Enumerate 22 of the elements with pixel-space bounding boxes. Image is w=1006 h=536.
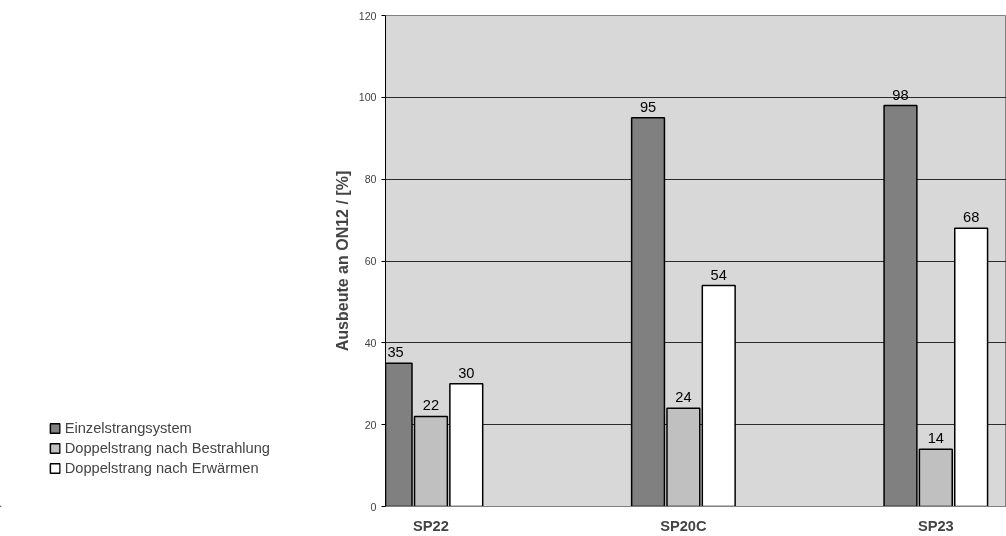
- y-tick-label: 100: [358, 91, 377, 104]
- x-tick-label: SP20C: [660, 517, 708, 534]
- y-tick-label: 80: [364, 173, 377, 186]
- data-label: 35: [387, 344, 404, 361]
- data-label: 68: [963, 209, 980, 226]
- y-tick-label: 40: [364, 336, 377, 349]
- legend-label: Einzelstrangsystem: [64, 420, 192, 436]
- y-axis-title: Ausbeute an ON12 / [%]: [333, 170, 351, 352]
- y-tick-label: 20: [364, 418, 377, 431]
- data-label: 95: [639, 98, 657, 115]
- x-tick-label: SP22: [413, 517, 449, 534]
- data-label: 14: [927, 430, 944, 447]
- data-label: 24: [675, 389, 692, 406]
- y-tick-label: 120: [358, 9, 377, 22]
- x-tick-label: SP23: [917, 517, 954, 534]
- data-label: 30: [458, 364, 475, 381]
- data-label: 22: [422, 397, 440, 414]
- legend-label: Doppelstrang nach Bestrahlung: [64, 440, 270, 456]
- y-tick-label: 0: [370, 500, 377, 513]
- data-label: 54: [710, 266, 727, 283]
- legend-label: Doppelstrang nach Erwärmen: [64, 460, 259, 476]
- y-tick-label: 60: [364, 255, 377, 267]
